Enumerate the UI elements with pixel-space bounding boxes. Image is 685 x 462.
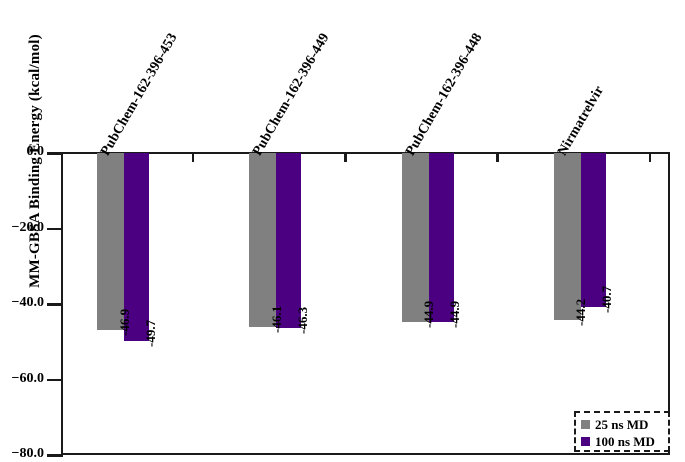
bar [276,153,302,328]
bar [124,153,150,341]
x-category-label: PubChem-162-396-449 [250,30,333,159]
bar-value-label: -44.2 [573,298,589,326]
bar-value-label: -46.1 [268,305,284,334]
x-category-label: PubChem-162-396-453 [98,30,181,159]
bar-value-label: -46.3 [294,306,310,334]
bar [249,153,277,328]
legend-label-100ns: 100 ns MD [595,433,655,449]
y-tick-label: −60.0 [11,370,44,386]
x-category-label: PubChem-162-396-448 [402,30,486,159]
legend-item-25ns[interactable]: 25 ns MD [581,416,664,433]
bar [553,153,581,320]
y-tick-mark [47,454,63,457]
bar-value-label: -44.9 [447,301,463,329]
y-tick-label: −40.0 [11,295,44,310]
bar-value-label: -49.7 [142,319,158,347]
bar-value-label: -46.9 [116,308,132,337]
y-tick-mark [47,152,63,155]
x-tick-mark [496,152,499,162]
bar [97,153,125,331]
y-tick-label: −80.0 [11,446,44,461]
legend[interactable]: 25 ns MD 100 ns MD [574,411,670,452]
bar [428,153,454,323]
x-tick-mark [648,152,652,162]
legend-item-100ns[interactable]: 100 ns MD [581,433,664,450]
bar-value-label: -44.9 [421,301,437,329]
y-axis-title: MM-GBSA Binding Energy (kcal/mol) [27,34,43,288]
y-tick-label: 0.0 [26,144,45,159]
y-tick-mark [47,378,63,381]
bar [580,153,606,307]
y-tick-mark [47,303,63,306]
x-category-label: Nirmatrelvir [555,83,607,159]
plot-area [61,152,670,455]
bar-value-label: -40.7 [599,285,615,313]
legend-label-25ns: 25 ns MD [595,416,649,432]
y-tick-mark [47,227,63,230]
x-tick-mark [191,152,195,162]
legend-swatch-icon-25ns [581,420,590,429]
x-tick-mark [344,152,347,162]
y-tick-label: −20.0 [11,219,44,235]
bar [401,153,429,323]
legend-swatch-icon-100ns [581,437,590,446]
